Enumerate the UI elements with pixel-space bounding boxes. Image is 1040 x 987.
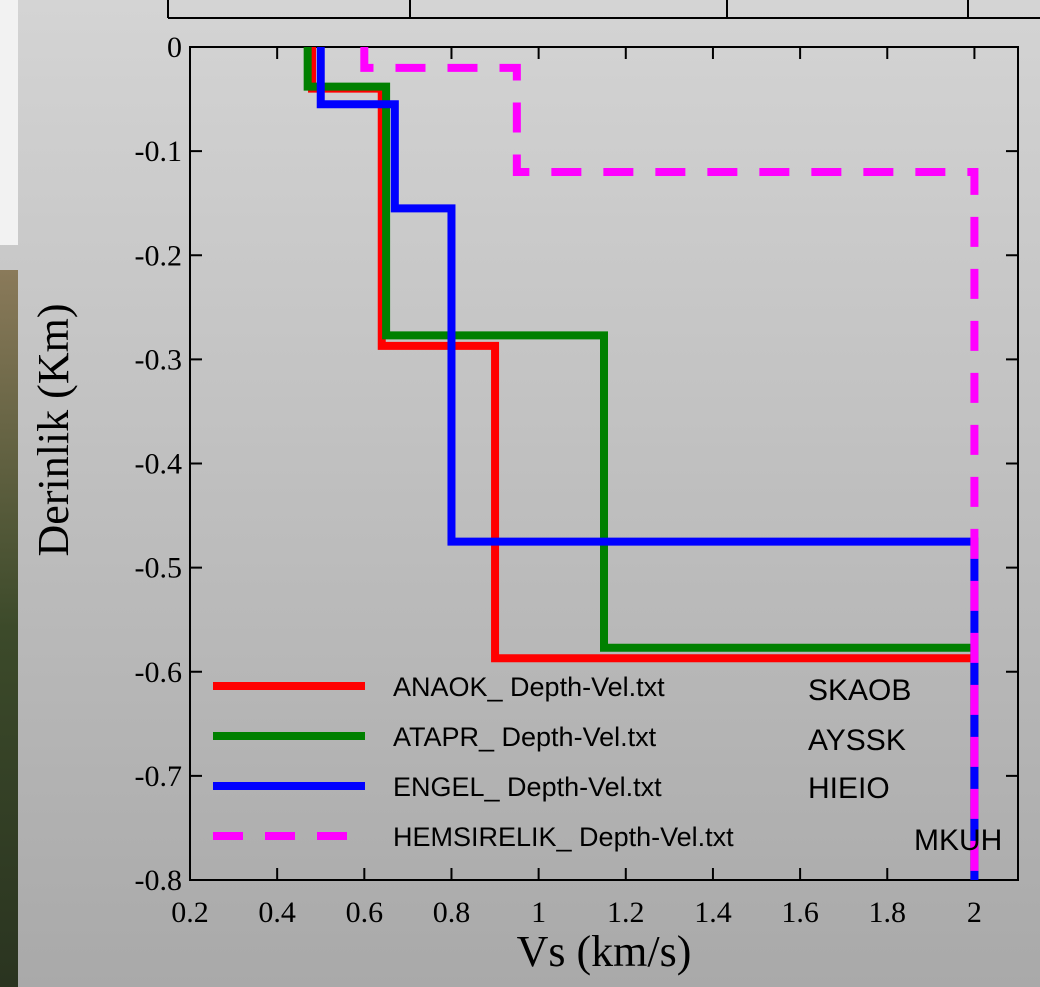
y-tick-label: -0.4: [135, 448, 183, 481]
annotation: MKUH: [914, 824, 1002, 857]
annotation: AYSSK: [808, 724, 906, 757]
annotation: HIEIO: [808, 772, 890, 805]
x-tick-label: 0.4: [258, 896, 296, 929]
legend-label: ENGEL_ Depth-Vel.txt: [393, 772, 662, 802]
x-tick-label: 1.8: [869, 896, 907, 929]
page-edge: [0, 0, 18, 245]
series-line: [360, 47, 979, 880]
x-tick-label: 1.4: [694, 896, 732, 929]
y-tick-label: -0.1: [135, 135, 183, 168]
legend-label: ANAOK_ Depth-Vel.txt: [393, 672, 665, 702]
series-line: [316, 47, 979, 880]
x-tick-label: 0.6: [346, 896, 384, 929]
table-edge: [167, 0, 1040, 19]
y-tick-label: -0.6: [135, 656, 183, 689]
x-tick-label: 0.8: [433, 896, 471, 929]
x-tick-label: 1.6: [781, 896, 819, 929]
annotation: SKAOB: [808, 674, 911, 707]
y-tick-label: -0.3: [135, 343, 183, 376]
photo-edge: [0, 270, 18, 987]
y-tick-label: -0.8: [135, 864, 183, 897]
x-tick-label: 0.2: [171, 896, 209, 929]
x-axis-label: Vs (km/s): [517, 927, 692, 976]
y-axis-label: Derinlik (Km): [29, 304, 78, 557]
x-tick-label: 2: [967, 896, 982, 929]
x-tick-label: 1.2: [607, 896, 645, 929]
legend-label: ATAPR_ Depth-Vel.txt: [393, 722, 657, 752]
legend-label: HEMSIRELIK_ Depth-Vel.txt: [393, 822, 734, 852]
y-tick-label: -0.7: [135, 760, 183, 793]
y-tick-label: -0.2: [135, 239, 183, 272]
x-tick-label: 1: [531, 896, 546, 929]
y-tick-label: 0: [167, 31, 182, 64]
y-tick-label: -0.5: [135, 552, 183, 585]
